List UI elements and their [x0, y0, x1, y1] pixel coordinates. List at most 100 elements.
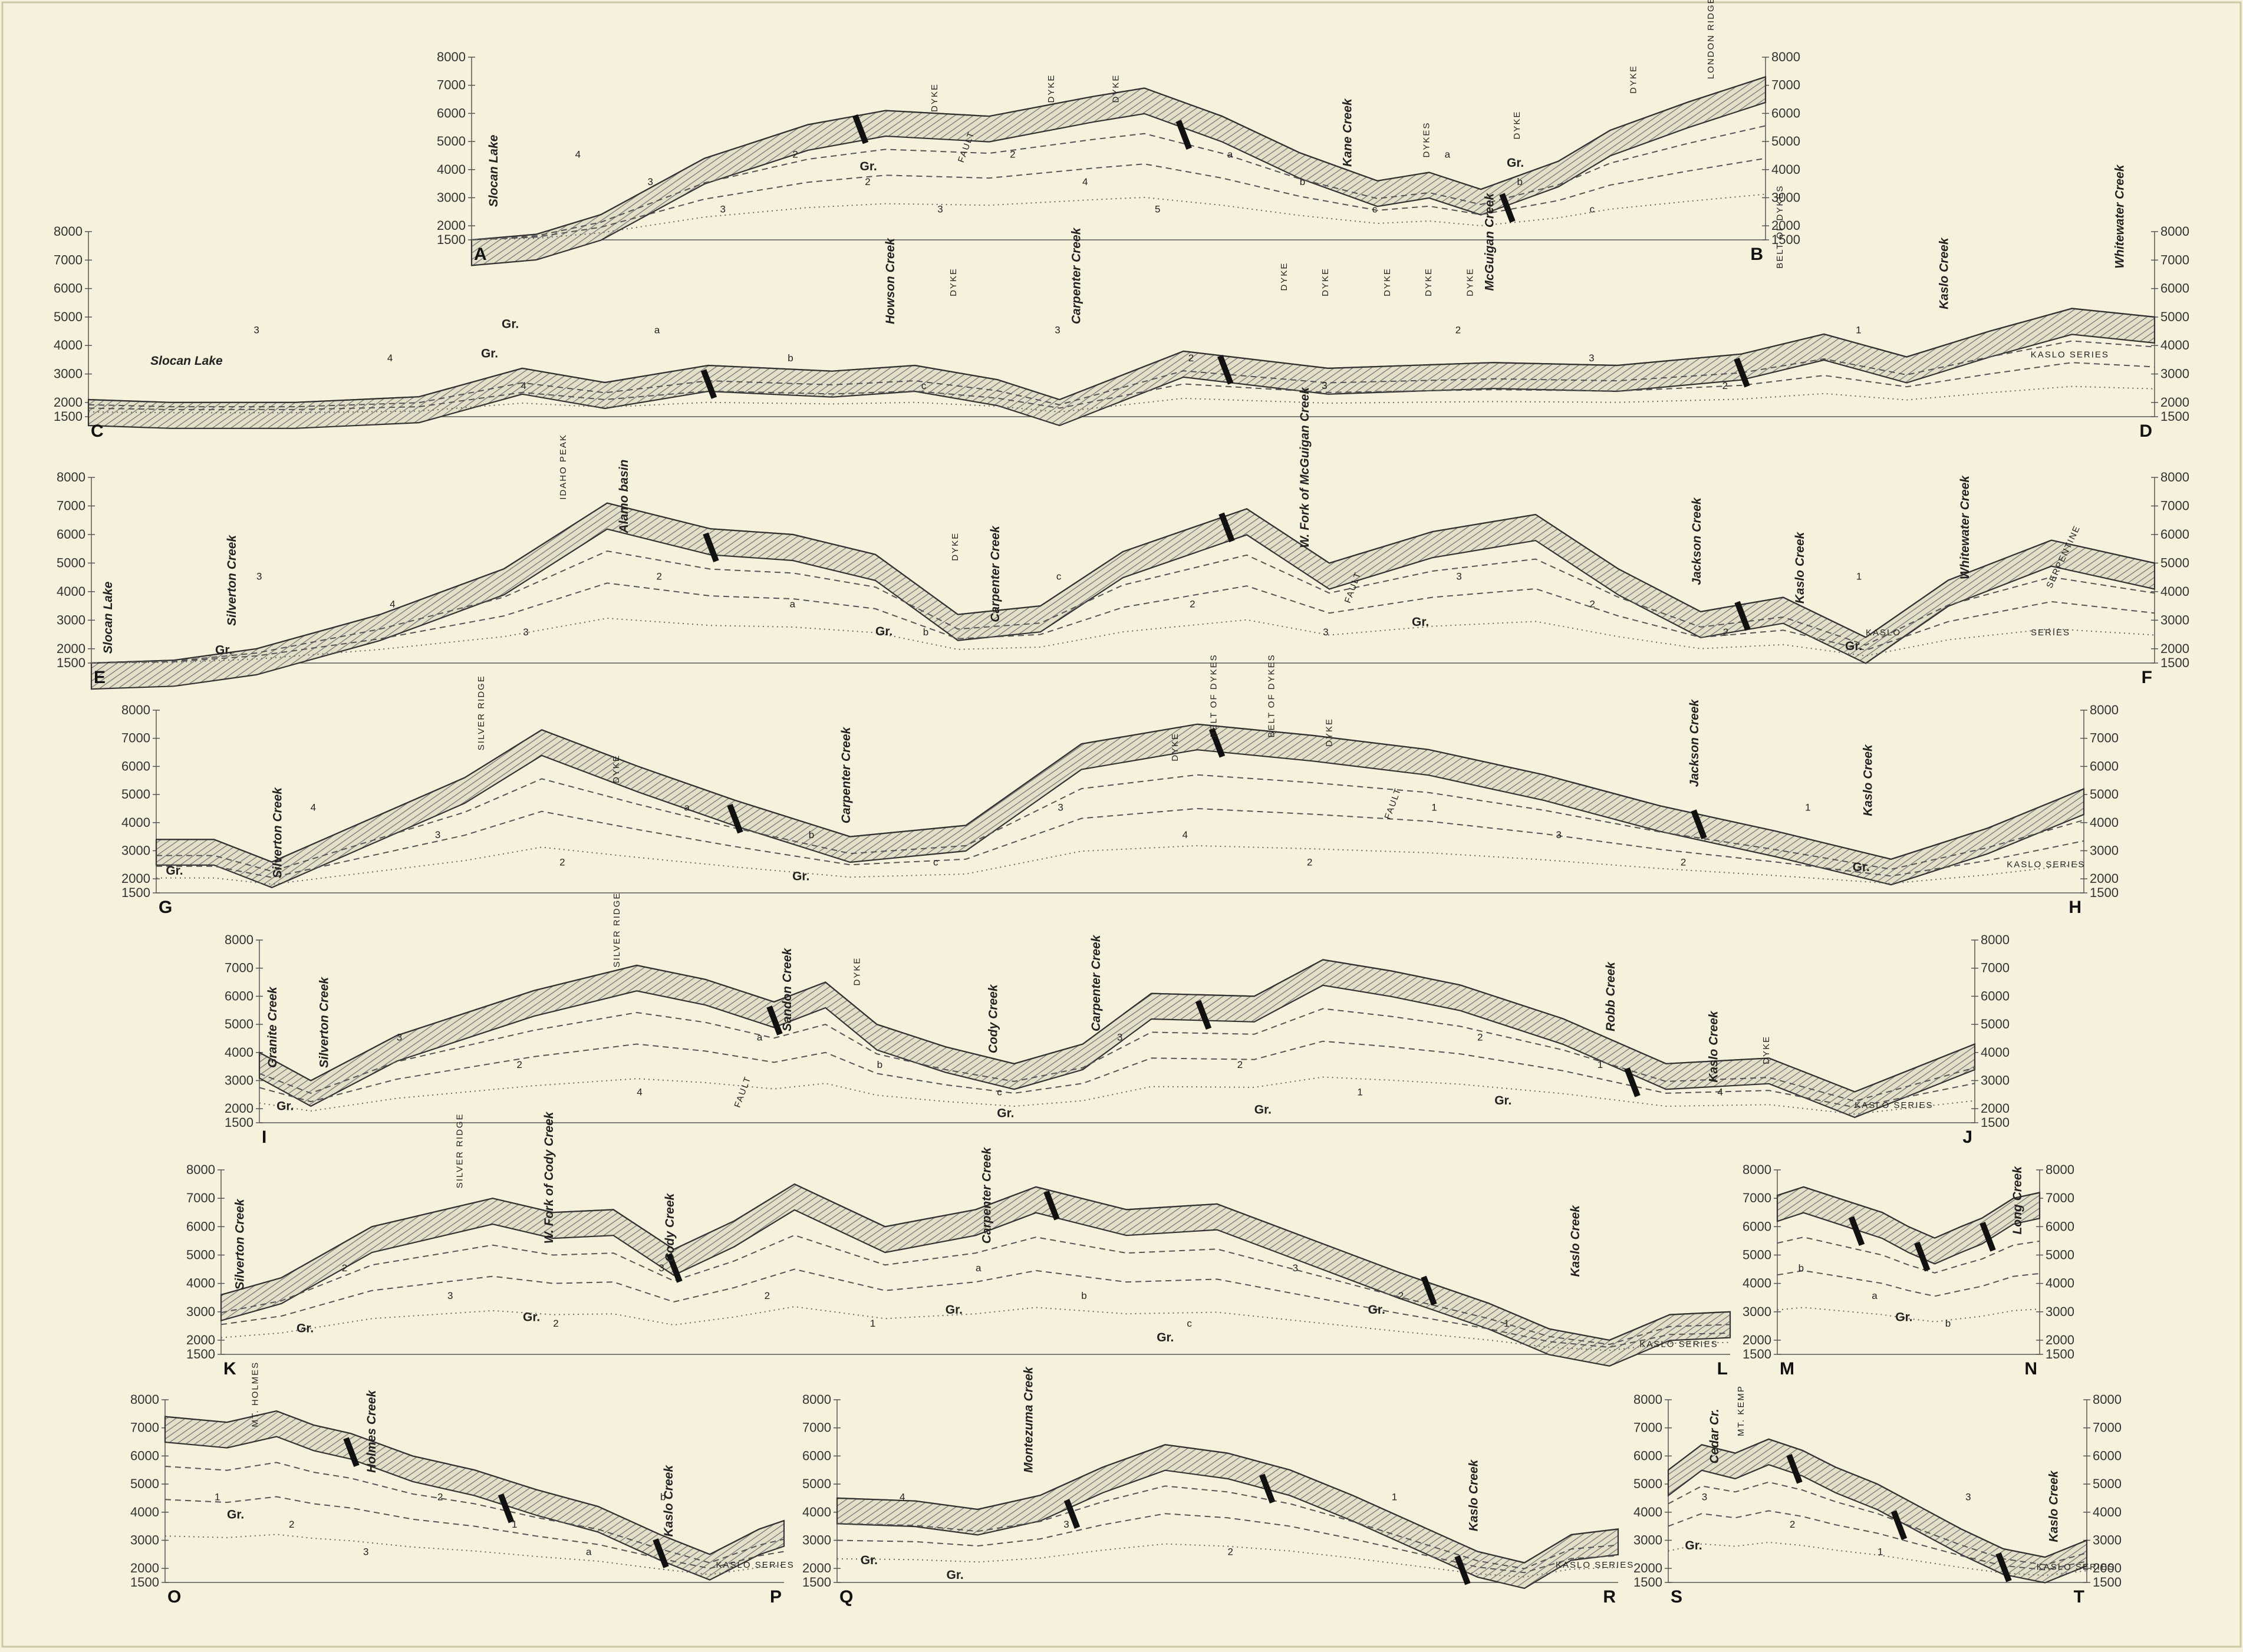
- dyke-band: [1890, 1510, 1908, 1541]
- section-start-letter: M: [1780, 1359, 1794, 1379]
- formation-number: 2: [517, 1059, 522, 1070]
- formation-number: 2: [289, 1519, 294, 1530]
- section-label: FAULT: [733, 1075, 753, 1109]
- section-label: SILVER RIDGE: [612, 892, 622, 968]
- axis-tick-label: 7000: [186, 1191, 215, 1205]
- dyke-band: [343, 1437, 360, 1468]
- section-start-letter: C: [91, 421, 104, 441]
- section-label: Gr.: [227, 1508, 244, 1522]
- section-label: Granite Creek: [266, 986, 279, 1068]
- axis-tick-label: 6000: [802, 1448, 831, 1463]
- axis-tick-label: 5000: [1743, 1247, 1771, 1262]
- axis-tick-label: 8000: [54, 224, 83, 239]
- axis-tick-label: 5000: [186, 1247, 215, 1262]
- formation-number: 1: [1504, 1318, 1509, 1329]
- axis-tick-label: 8000: [1743, 1162, 1771, 1177]
- section-label: DYKE: [1170, 733, 1180, 761]
- axis-tick-label: 4000: [57, 584, 85, 599]
- topographic-profile: [471, 76, 1766, 241]
- axis-tick-label: 5000: [2093, 1476, 2122, 1491]
- section-label: KASLO SERIES: [1855, 1100, 1933, 1110]
- axis-tick-label: 8000: [121, 703, 150, 717]
- section-label: SILVER RIDGE: [455, 1113, 465, 1188]
- formation-number: a: [757, 1032, 763, 1043]
- formation-number: 2: [1455, 325, 1461, 336]
- axis-tick-label: 7000: [57, 498, 85, 513]
- section-label: SILVER RIDGE: [476, 675, 486, 750]
- formation-number: 3: [1058, 802, 1063, 813]
- dyke-band: [766, 1005, 783, 1036]
- section-label: Gr.: [502, 317, 519, 331]
- axis-tick-label: 1500: [130, 1575, 159, 1590]
- formation-number: a: [1227, 149, 1233, 160]
- section-start-letter: I: [262, 1127, 266, 1147]
- section-label: Gr.: [1685, 1539, 1702, 1552]
- formation-number: 1: [1878, 1547, 1883, 1558]
- section-label: IDAHO PEAK: [558, 434, 568, 500]
- axis-tick-label: 7000: [802, 1420, 831, 1435]
- axis-tick-label: 3000: [130, 1532, 159, 1547]
- formation-number: 3: [1589, 352, 1594, 364]
- formation-number: 3: [1556, 829, 1562, 840]
- formation-number: 2: [1190, 599, 1195, 610]
- formation-number: b: [1799, 1262, 1804, 1274]
- formation-contact-line: [1668, 1510, 2087, 1571]
- formation-number: 1: [1431, 802, 1437, 813]
- dyke-band: [1175, 120, 1192, 150]
- axis-tick-label: 2000: [2090, 871, 2119, 886]
- axis-tick-label: 3000: [121, 843, 150, 858]
- strata-band: [155, 723, 2085, 889]
- axis-tick-label: 6000: [1743, 1219, 1771, 1234]
- section-label: Kaslo Creek: [1938, 237, 1951, 309]
- axis-tick-label: 5000: [225, 1017, 253, 1031]
- dyke-band: [1454, 1555, 1471, 1585]
- section-label: DYKE: [1465, 268, 1475, 296]
- axis-tick-label: 7000: [437, 78, 466, 93]
- strata-band: [1776, 1186, 2041, 1265]
- section-label: Gr.: [1254, 1103, 1272, 1117]
- axis-tick-label: 1500: [121, 885, 150, 900]
- section-end-letter: P: [770, 1587, 782, 1607]
- formation-number: 2: [1307, 857, 1312, 868]
- formation-number: a: [1872, 1290, 1878, 1301]
- axis-tick-label: 3000: [225, 1073, 253, 1087]
- axis-tick-label: 5000: [2046, 1247, 2074, 1262]
- axis-tick-label: 4000: [2090, 815, 2119, 830]
- formation-contact-line: [88, 385, 2155, 414]
- formation-number: 1: [512, 1519, 517, 1530]
- axis-tick-label: 6000: [2046, 1219, 2074, 1234]
- formation-number: 1: [870, 1318, 875, 1329]
- axis-tick-label: 1500: [186, 1347, 215, 1361]
- formation-number: 1: [1357, 1087, 1362, 1098]
- formation-number: 3: [1323, 626, 1328, 638]
- dyke-band: [700, 369, 717, 399]
- section-label: Gr.: [1507, 156, 1524, 170]
- axis-tick-label: 8000: [1633, 1392, 1662, 1407]
- axis-tick-label: 4000: [121, 815, 150, 830]
- axis-tick-label: 1500: [1633, 1575, 1662, 1590]
- section-label: Gr.: [215, 643, 232, 657]
- axis-tick-label: 8000: [130, 1392, 159, 1407]
- section-label: Kane Creek: [1341, 98, 1355, 167]
- formation-contact-line: [259, 1076, 1975, 1115]
- formation-number: 4: [900, 1492, 905, 1503]
- axis-tick-label: 3000: [2160, 367, 2189, 381]
- axis-tick-label: 1500: [2093, 1575, 2122, 1590]
- axis-tick-label: 2000: [54, 395, 83, 410]
- axis-tick-label: 3000: [54, 367, 83, 381]
- formation-number: 4: [1718, 1087, 1723, 1098]
- section-label: DYKE: [930, 83, 940, 112]
- section-mn: 8000700060005000400030002000150080007000…: [1743, 1162, 2074, 1379]
- section-label: Gr.: [861, 1554, 878, 1567]
- formation-number: c: [1056, 571, 1062, 582]
- formation-contact-line: [91, 582, 2155, 664]
- dyke-band: [653, 1538, 669, 1568]
- axis-tick-label: 5000: [1771, 134, 1800, 149]
- section-label: Kaslo Creek: [2047, 1470, 2060, 1542]
